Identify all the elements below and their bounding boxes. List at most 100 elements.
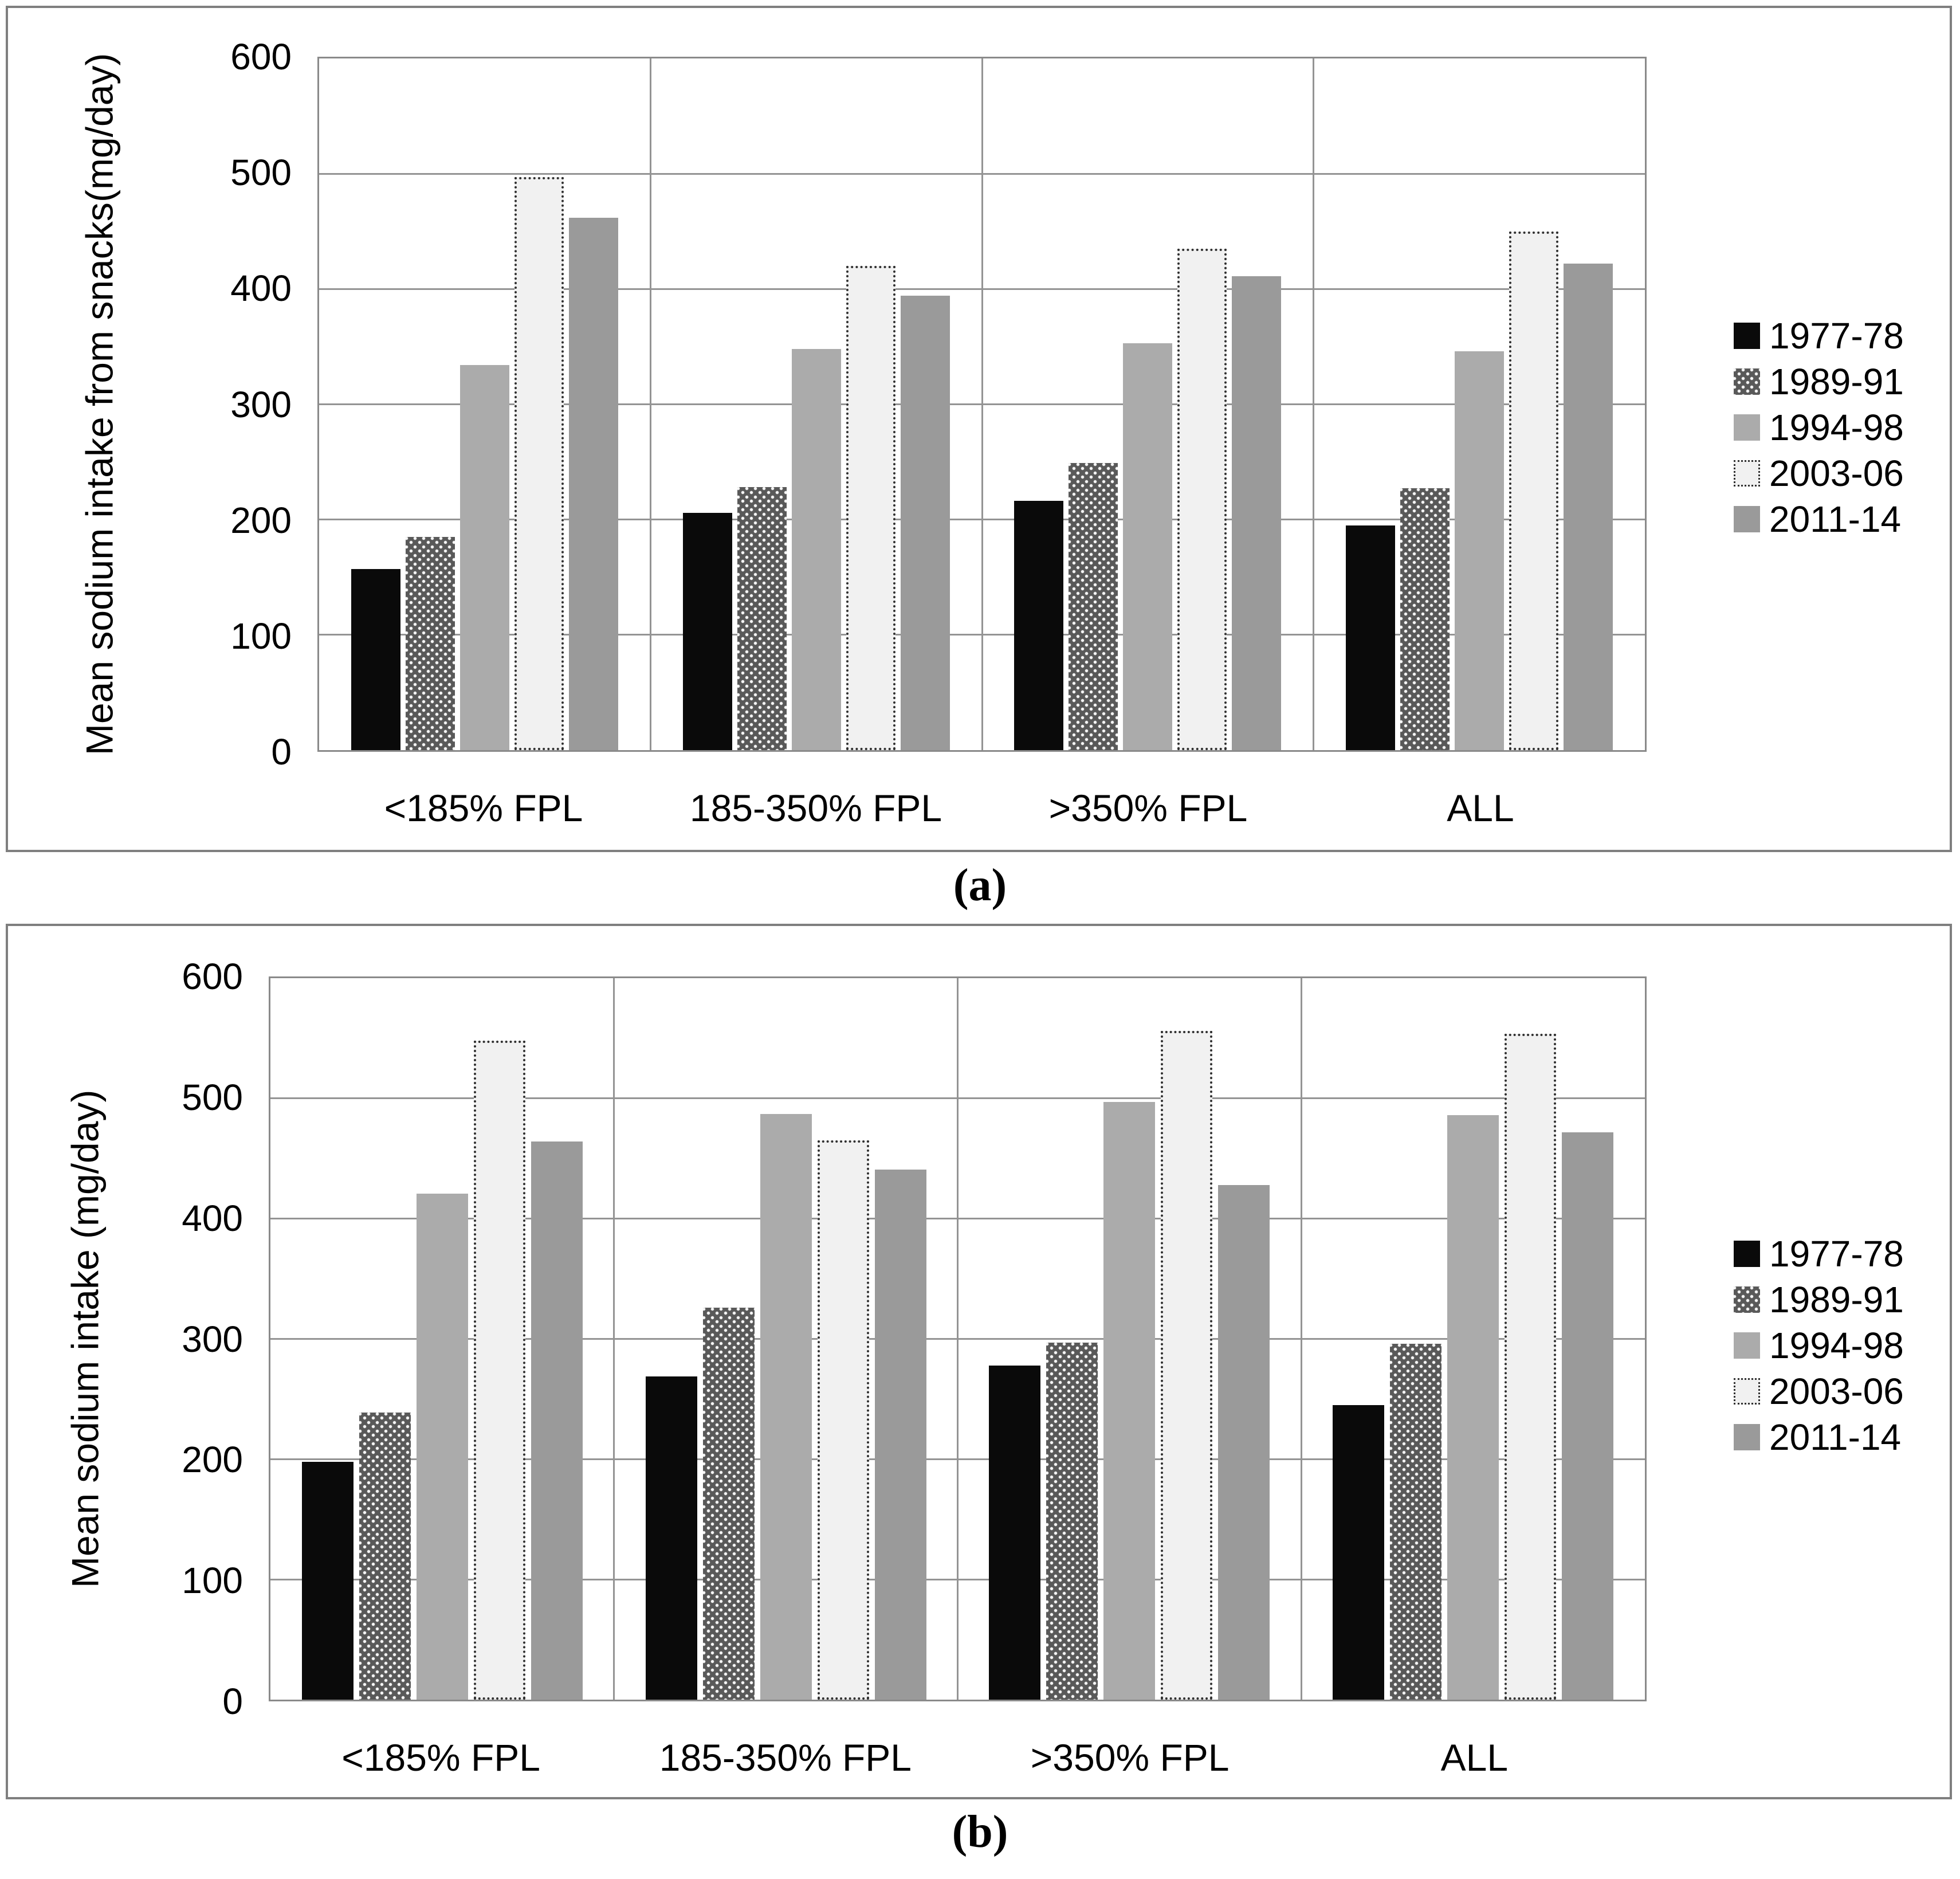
bar-1977-78-all xyxy=(1345,525,1395,750)
bar-1994-98-185-350-fpl xyxy=(791,348,841,750)
bar-2003-06-185-fpl xyxy=(514,177,564,750)
legend-swatch-2003-06 xyxy=(1734,1378,1760,1405)
category-separator xyxy=(1300,978,1302,1700)
bar-1994-98-185-fpl xyxy=(460,365,510,750)
bar-1977-78-350-fpl xyxy=(989,1365,1041,1700)
bar-groups xyxy=(319,58,1645,750)
bar-1989-91-185-350-fpl xyxy=(737,487,787,750)
bar-2003-06-all xyxy=(1505,1033,1557,1700)
legend-swatch-1989-91 xyxy=(1734,1286,1760,1313)
bar-1977-78-185-350-fpl xyxy=(682,512,732,750)
bar-2011-14-185-fpl xyxy=(531,1141,583,1700)
bar-1994-98-all xyxy=(1454,351,1504,750)
chart-panel-b: Mean sodium intake (mg/day) 0 100 200 300 40… xyxy=(6,924,1952,1799)
y-axis-ticks-a: 0 100 200 300 400 500 600 xyxy=(8,38,292,770)
bar-2011-14-all xyxy=(1563,264,1613,750)
legend-item-1977-78: 1977-78 xyxy=(1734,1235,1904,1272)
bar-1989-91-all xyxy=(1390,1343,1442,1700)
bar-2003-06-185-fpl xyxy=(473,1041,525,1700)
legend-b: 1977-78 1989-91 1994-98 2003-06 2011-14 xyxy=(1734,1235,1904,1456)
category-separator xyxy=(613,978,615,1700)
legend-item-2011-14: 2011-14 xyxy=(1734,501,1904,538)
bar-1994-98-all xyxy=(1447,1115,1499,1700)
bar-2003-06-350-fpl xyxy=(1177,248,1227,750)
bar-2011-14-all xyxy=(1562,1132,1614,1700)
legend-label: 1977-78 xyxy=(1769,1233,1904,1274)
bar-2011-14-350-fpl xyxy=(1218,1184,1270,1700)
chart-panel-a: Mean sodium intake from snacks (mg/day) … xyxy=(6,6,1952,852)
bar-1977-78-185-fpl xyxy=(351,569,401,750)
x-axis-label-185-fpl: <185% FPL xyxy=(384,787,583,829)
y-tick-label: 400 xyxy=(182,1197,243,1239)
y-tick-label: 300 xyxy=(230,383,292,425)
y-tick-label: 200 xyxy=(230,499,292,541)
bar-2011-14-185-350-fpl xyxy=(874,1169,926,1700)
legend-item-1989-91: 1989-91 xyxy=(1734,363,1904,400)
plot-area-b xyxy=(269,976,1647,1701)
y-tick-label: 600 xyxy=(230,36,292,77)
legend-item-2003-06: 2003-06 xyxy=(1734,1373,1904,1410)
bar-1994-98-350-fpl xyxy=(1123,343,1173,750)
y-tick-label: 100 xyxy=(182,1560,243,1602)
y-tick-label: 400 xyxy=(230,268,292,309)
category-separator xyxy=(981,58,983,750)
bar-group-all xyxy=(1314,58,1645,750)
legend-swatch-1994-98 xyxy=(1734,1332,1760,1359)
bar-1994-98-185-350-fpl xyxy=(760,1114,812,1700)
bar-groups xyxy=(270,978,1645,1700)
x-axis-label-all: ALL xyxy=(1447,787,1514,829)
bar-2011-14-185-350-fpl xyxy=(900,296,950,750)
bar-group-all xyxy=(1301,978,1645,1700)
category-separator xyxy=(1313,58,1314,750)
bar-2011-14-185-fpl xyxy=(569,217,619,750)
y-tick-label: 200 xyxy=(182,1439,243,1481)
bar-1994-98-185-fpl xyxy=(416,1193,468,1700)
legend-a: 1977-78 1989-91 1994-98 2003-06 2011-14 xyxy=(1734,317,1904,538)
legend-swatch-1977-78 xyxy=(1734,1241,1760,1267)
legend-label: 1994-98 xyxy=(1769,1325,1904,1366)
bar-2003-06-185-350-fpl xyxy=(846,266,895,750)
legend-swatch-2003-06 xyxy=(1734,460,1760,487)
y-tick-label: 0 xyxy=(222,1681,243,1722)
y-tick-label: 500 xyxy=(182,1076,243,1118)
category-separator xyxy=(957,978,959,1700)
bar-1994-98-350-fpl xyxy=(1103,1102,1156,1700)
x-axis-label-350-fpl: >350% FPL xyxy=(1048,787,1248,829)
bar-2003-06-185-350-fpl xyxy=(817,1140,869,1700)
legend-swatch-1994-98 xyxy=(1734,414,1760,441)
bar-group-185-fpl xyxy=(270,978,614,1700)
bar-1977-78-350-fpl xyxy=(1014,501,1064,750)
bar-group-185-350-fpl xyxy=(651,58,983,750)
legend-label: 1994-98 xyxy=(1769,407,1904,448)
bar-2011-14-350-fpl xyxy=(1232,276,1282,750)
x-axis-label-185-fpl: <185% FPL xyxy=(341,1736,540,1779)
legend-label: 1989-91 xyxy=(1769,1279,1904,1320)
legend-swatch-1989-91 xyxy=(1734,368,1760,395)
bar-group-185-fpl xyxy=(319,58,651,750)
category-separator xyxy=(650,58,651,750)
legend-item-1977-78: 1977-78 xyxy=(1734,317,1904,354)
legend-item-1994-98: 1994-98 xyxy=(1734,1327,1904,1364)
y-tick-label: 300 xyxy=(182,1318,243,1360)
plot-area-a xyxy=(317,57,1647,752)
bar-2003-06-all xyxy=(1509,231,1558,750)
bar-group-185-350-fpl xyxy=(614,978,958,1700)
bar-1989-91-185-fpl xyxy=(359,1412,411,1700)
bar-1977-78-185-350-fpl xyxy=(645,1376,697,1700)
legend-label: 1989-91 xyxy=(1769,361,1904,402)
x-axis-label-185-350-fpl: 185-350% FPL xyxy=(689,787,942,829)
y-axis-ticks-b: 0 100 200 300 400 500 600 xyxy=(8,958,243,1720)
legend-item-2003-06: 2003-06 xyxy=(1734,455,1904,492)
bar-1989-91-350-fpl xyxy=(1069,463,1118,750)
legend-item-2011-14: 2011-14 xyxy=(1734,1419,1904,1456)
legend-label: 2011-14 xyxy=(1769,499,1902,540)
y-tick-label: 500 xyxy=(230,152,292,194)
legend-swatch-2011-14 xyxy=(1734,1424,1760,1450)
x-axis-label-all: ALL xyxy=(1440,1736,1509,1779)
legend-label: 2003-06 xyxy=(1769,1371,1904,1412)
x-axis-labels-a: <185% FPL 185-350% FPL >350% FPL ALL xyxy=(317,786,1647,838)
x-axis-label-185-350-fpl: 185-350% FPL xyxy=(659,1736,912,1779)
x-axis-label-350-fpl: >350% FPL xyxy=(1030,1736,1230,1779)
bar-1989-91-185-350-fpl xyxy=(702,1307,755,1700)
